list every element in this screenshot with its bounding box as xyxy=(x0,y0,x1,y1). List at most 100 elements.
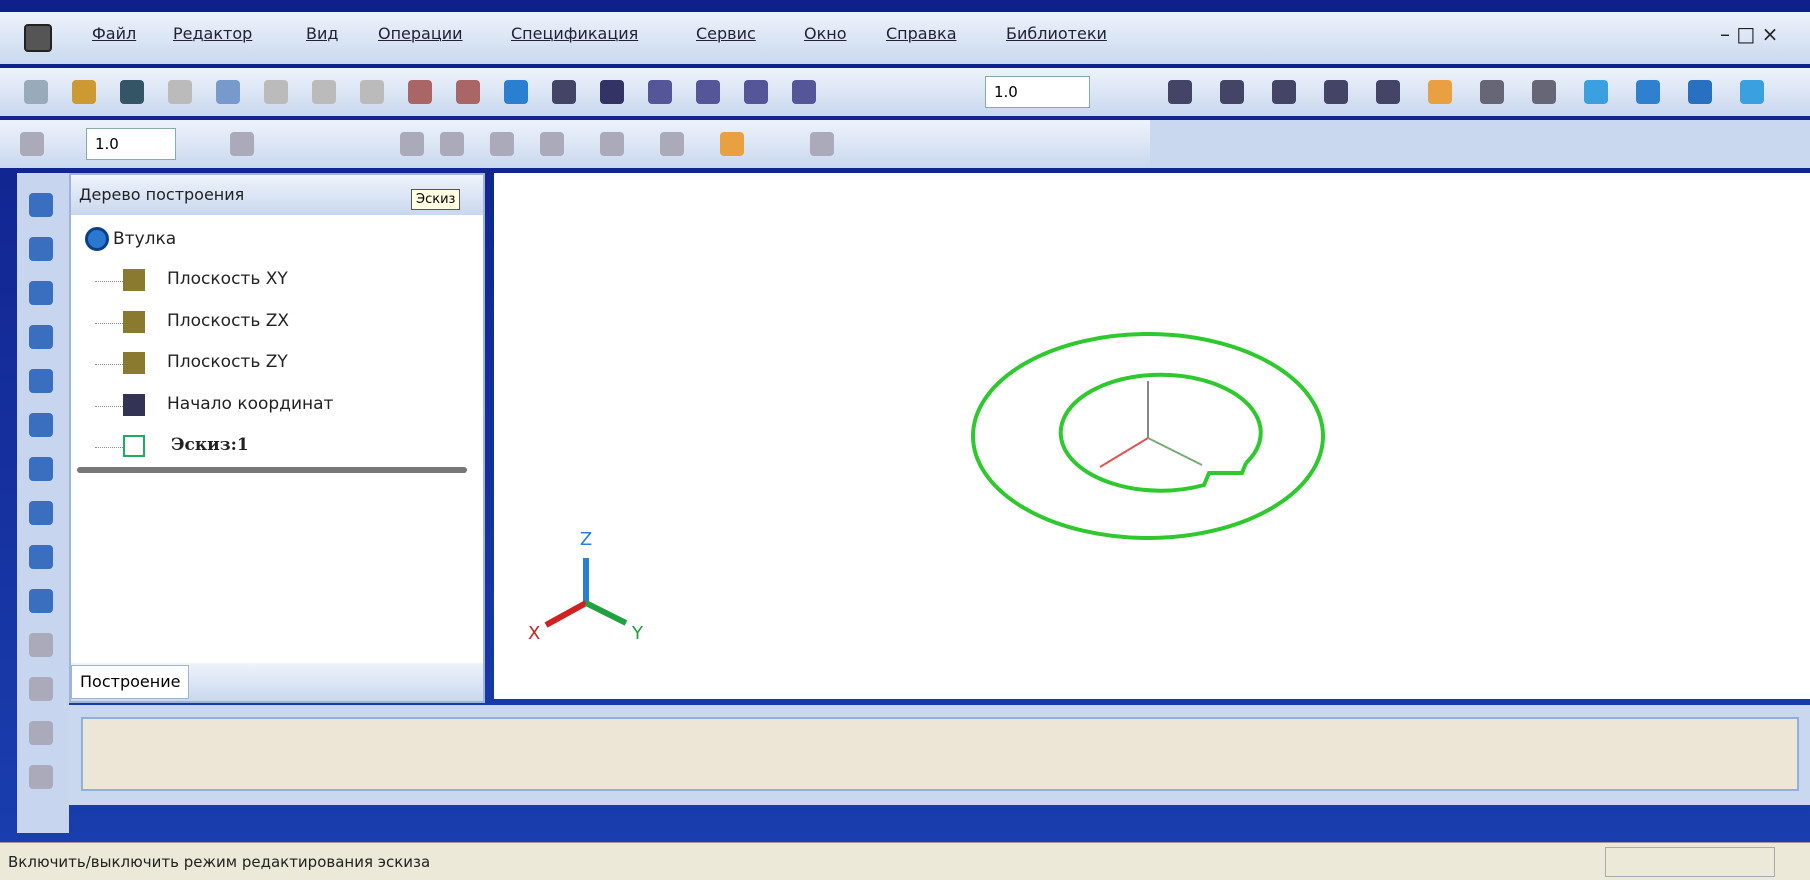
toolbar-icon[interactable] xyxy=(1324,80,1348,104)
toolbar-icon[interactable] xyxy=(230,132,254,156)
toolbar-icon[interactable] xyxy=(696,80,720,104)
toolbar-icon[interactable] xyxy=(810,132,834,156)
toolbar-icon[interactable] xyxy=(216,80,240,104)
toolbar-icon[interactable] xyxy=(264,80,288,104)
toolbar-icon[interactable] xyxy=(1480,80,1504,104)
tool-icon[interactable] xyxy=(29,545,53,569)
toolbar-icon[interactable] xyxy=(1168,80,1192,104)
menu-item[interactable]: Операции xyxy=(378,24,463,43)
toolbar-icon[interactable] xyxy=(1636,80,1660,104)
toolbar-icon[interactable] xyxy=(600,132,624,156)
tree-separator xyxy=(77,467,467,473)
tool-icon[interactable] xyxy=(29,325,53,349)
toolbar-icon[interactable] xyxy=(312,80,336,104)
status-text: Включить/выключить режим редактирования … xyxy=(8,853,430,871)
toolbar-icon[interactable] xyxy=(792,80,816,104)
toolbar-icon[interactable] xyxy=(120,80,144,104)
menu-item[interactable]: Библиотеки xyxy=(1006,24,1107,43)
tool-icon[interactable] xyxy=(29,589,53,613)
toolbar-icon[interactable] xyxy=(1688,80,1712,104)
tree-node[interactable]: Плоскость ZY xyxy=(167,352,288,372)
tree-tabs: Построение xyxy=(71,663,483,701)
tool-icon[interactable] xyxy=(29,633,53,657)
toolbar-icon[interactable] xyxy=(1428,80,1452,104)
toolbar-icon[interactable] xyxy=(168,80,192,104)
tool-icon[interactable] xyxy=(29,413,53,437)
toolbar-icon[interactable] xyxy=(552,80,576,104)
menu-item[interactable]: Сервис xyxy=(696,24,756,43)
graphics-area: Z X Y xyxy=(494,173,1810,699)
tree-line xyxy=(95,281,125,282)
toolbar-icon[interactable] xyxy=(360,80,384,104)
node-icon xyxy=(123,352,145,374)
menu-item[interactable]: Редактор xyxy=(173,24,252,43)
window-controls[interactable]: – □ × xyxy=(1720,22,1778,46)
tree-line xyxy=(95,364,125,365)
node-icon xyxy=(123,311,145,333)
app-window: Файл Редактор Вид Операции Спецификация Серви… xyxy=(0,0,1810,880)
tool-icon[interactable] xyxy=(29,281,53,305)
toolbar-icon[interactable] xyxy=(20,132,44,156)
menu-item[interactable]: Файл xyxy=(92,24,136,43)
toolbar-icon[interactable] xyxy=(1272,80,1296,104)
axis-x xyxy=(546,603,586,625)
menu-item[interactable]: Справка xyxy=(886,24,957,43)
tool-icon[interactable] xyxy=(29,721,53,745)
toolbar-icon[interactable] xyxy=(440,132,464,156)
tree-line xyxy=(95,447,125,448)
toolbar-icon[interactable] xyxy=(1740,80,1764,104)
tree-node[interactable]: Плоскость ZX xyxy=(167,311,289,331)
tree-root[interactable]: Втулка xyxy=(113,229,176,249)
tree-node[interactable]: Эскиз:1 xyxy=(171,435,249,455)
tree-panel: Дерево построения Эскиз Втулка Плоскость… xyxy=(69,173,485,703)
toolbar-icon[interactable] xyxy=(504,80,528,104)
toolbar-icon[interactable] xyxy=(540,132,564,156)
menu-bar: Файл Редактор Вид Операции Спецификация Серви… xyxy=(0,12,1810,64)
toolbar-main: 1.0 xyxy=(0,68,1810,116)
tool-icon[interactable] xyxy=(29,193,53,217)
zoom-field[interactable]: 1.0 xyxy=(985,76,1090,108)
tool-icon[interactable] xyxy=(29,765,53,789)
toolbar-icon[interactable] xyxy=(24,80,48,104)
toolbar-icon[interactable] xyxy=(1584,80,1608,104)
tool-icon[interactable] xyxy=(29,677,53,701)
tooltip: Эскиз xyxy=(411,189,460,210)
toolbar-icon[interactable] xyxy=(490,132,514,156)
toolbar-icon[interactable] xyxy=(400,132,424,156)
toolbar-icon[interactable] xyxy=(648,80,672,104)
toolbar-icon[interactable] xyxy=(1376,80,1400,104)
axis-x-label: X xyxy=(528,623,540,644)
root-icon xyxy=(85,227,109,251)
toolbar-icon[interactable] xyxy=(660,132,684,156)
tree-node[interactable]: Начало координат xyxy=(167,394,333,414)
tool-icon[interactable] xyxy=(29,501,53,525)
step-field[interactable]: 1.0 xyxy=(86,128,176,160)
tree-line xyxy=(95,323,125,324)
status-bar: Включить/выключить режим редактирования … xyxy=(0,842,1810,880)
node-icon xyxy=(123,435,145,457)
tool-icon[interactable] xyxy=(29,369,53,393)
property-field xyxy=(81,717,1799,791)
toolbar-icon[interactable] xyxy=(1220,80,1244,104)
toolbar-icon[interactable] xyxy=(1532,80,1556,104)
menu-item[interactable]: Окно xyxy=(804,24,847,43)
tool-icon[interactable] xyxy=(29,457,53,481)
toolbar-icon[interactable] xyxy=(744,80,768,104)
triad-x xyxy=(1100,438,1148,467)
toolbar-icon[interactable] xyxy=(720,132,744,156)
axis-y xyxy=(586,603,626,623)
left-toolbar xyxy=(17,173,69,833)
toolbar-icon[interactable] xyxy=(456,80,480,104)
toolbar-icon[interactable] xyxy=(408,80,432,104)
toolbar-icon[interactable] xyxy=(600,80,624,104)
tool-icon[interactable] xyxy=(29,237,53,261)
tree-node[interactable]: Плоскость XY xyxy=(167,269,288,289)
toolbar-icon[interactable] xyxy=(72,80,96,104)
property-panel xyxy=(69,705,1810,805)
toolbar-sketch: 1.0 xyxy=(0,120,1150,168)
tab[interactable]: Построение xyxy=(71,665,189,699)
inner-contour xyxy=(1061,375,1261,491)
menu-item[interactable]: Спецификация xyxy=(511,24,638,43)
app-icon[interactable] xyxy=(24,24,52,52)
menu-item[interactable]: Вид xyxy=(306,24,338,43)
